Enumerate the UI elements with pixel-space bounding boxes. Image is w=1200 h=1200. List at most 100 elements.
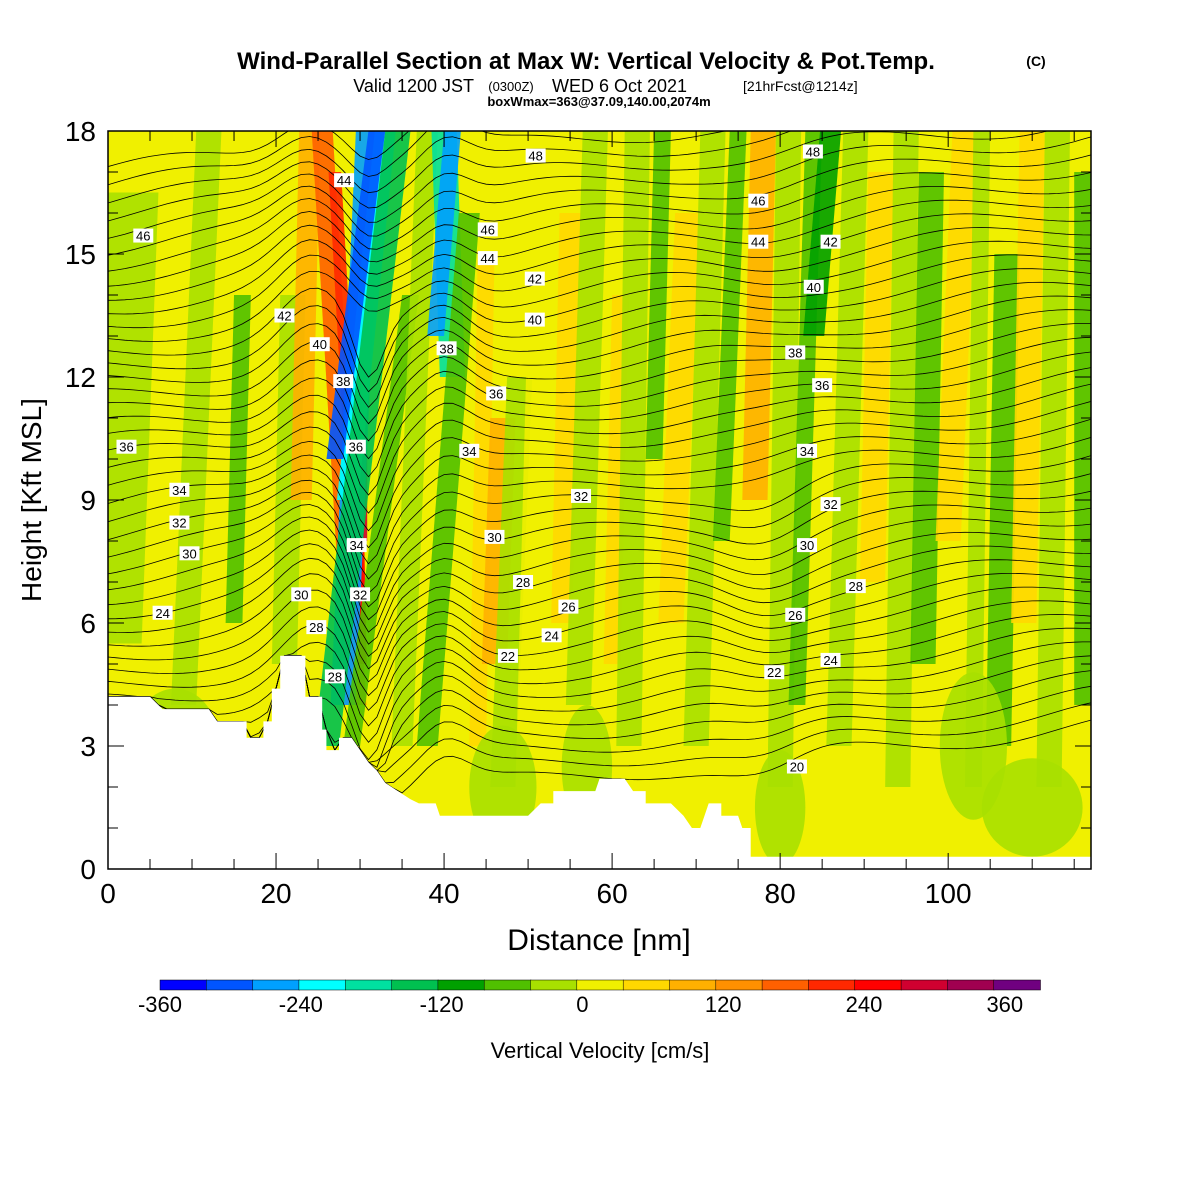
velocity-band (416, 213, 480, 746)
theta-contour (108, 351, 1091, 496)
contour-label-text: 34 (462, 444, 476, 459)
contour-label: 40 (803, 279, 824, 295)
valid-prefix: Valid 1200 JST (353, 76, 474, 96)
theta-contour (108, 518, 1091, 645)
velocity-band (171, 131, 222, 705)
velocity-band (935, 131, 978, 541)
contour-label-text: 32 (353, 587, 367, 602)
velocity-band (290, 131, 321, 500)
colorbar-tick-label: -360 (138, 992, 182, 1017)
x-tick-label: 80 (765, 878, 796, 909)
contour-label: 26 (558, 599, 579, 615)
contour-label: 34 (169, 482, 190, 498)
contour-label-text: 22 (767, 665, 781, 680)
contour-label: 38 (785, 345, 806, 360)
theta-contour (108, 186, 1091, 287)
theta-contour (108, 154, 1091, 256)
contour-label-text: 24 (823, 653, 837, 668)
contour-label-text: 46 (136, 229, 150, 244)
contour-label: 42 (820, 234, 841, 250)
velocity-band (469, 254, 495, 746)
contour-label-text: 34 (349, 538, 363, 553)
colorbar-swatch (576, 979, 624, 991)
theta-contour (108, 268, 1091, 393)
contour-label-text: 30 (294, 587, 308, 602)
y-tick-label: 12 (65, 362, 96, 393)
contour-label-text: 46 (481, 222, 495, 237)
colorbar-swatch (391, 979, 439, 991)
velocity-band (683, 131, 726, 746)
colorbar-swatch (715, 979, 763, 991)
theta-contour (108, 131, 727, 186)
velocity-band (1036, 131, 1070, 787)
contour-label: 22 (497, 648, 518, 664)
velocity-band (490, 377, 533, 787)
contour-label-text: 44 (481, 251, 495, 266)
velocity-band (1074, 172, 1091, 705)
contour-label: 24 (820, 652, 841, 668)
contour-label: 46 (133, 228, 154, 244)
contour-label: 44 (477, 251, 498, 266)
theta-contour (108, 323, 1091, 460)
contour-label-text: 34 (800, 444, 814, 459)
contour-label-text: 20 (790, 760, 804, 775)
velocity-band (391, 131, 438, 746)
contour-label-text: 40 (312, 337, 326, 352)
valid-zone: (0300Z) (488, 79, 534, 94)
contour-label: 48 (525, 148, 546, 164)
colorbar-swatch (437, 979, 485, 991)
colorbar-swatch (761, 979, 810, 991)
contour-label-text: 38 (439, 341, 453, 356)
colorbar-swatch (993, 979, 1041, 991)
forecast-info: [21hrFcst@1214z] (743, 78, 858, 94)
contour-label-text: 42 (528, 272, 542, 287)
theta-contour (108, 367, 1091, 514)
contour-label-text: 36 (489, 386, 503, 401)
contour-label-text: 34 (172, 483, 186, 498)
contour-label-text: 36 (119, 440, 133, 455)
y-tick-label: 18 (65, 116, 96, 147)
theta-contour (108, 437, 1091, 580)
colorbar-swatch (669, 979, 717, 991)
theta-contour (108, 531, 1091, 657)
theta-contour (108, 240, 1091, 342)
contour-label: 42 (524, 271, 545, 287)
terrain (108, 655, 1091, 869)
theta-contour (108, 131, 410, 167)
valid-date: WED 6 Oct 2021 (552, 76, 687, 96)
contour-label: 30 (797, 538, 818, 553)
velocity-band (565, 131, 608, 705)
colorbar-swatch (345, 979, 393, 991)
x-axis: 0 20 40 60 80 100 (100, 131, 1075, 909)
contour-label-text: 40 (807, 280, 821, 295)
colorbar-tick-label: 120 (705, 992, 742, 1017)
theta-contour (108, 309, 1091, 442)
theta-contour (108, 131, 793, 204)
y-tick-label: 3 (80, 731, 96, 762)
colorbar-swatch (483, 979, 532, 991)
contour-label-text: 26 (561, 600, 575, 615)
contour-label: 30 (484, 529, 505, 545)
contour-label-text: 48 (528, 149, 542, 164)
contour-label-text: 44 (751, 235, 765, 250)
contour-label: 28 (513, 575, 534, 590)
theta-contour (108, 254, 1091, 378)
x-tick-label: 20 (260, 878, 291, 909)
velocity-band (742, 131, 776, 500)
contour-label: 44 (334, 173, 355, 188)
x-axis-label: Distance [nm] (507, 924, 690, 957)
theta-contour (108, 418, 1091, 565)
theta-contour (108, 490, 1091, 621)
contour-label: 38 (333, 374, 354, 389)
theta-contour (108, 227, 1091, 329)
y-tick-label: 9 (80, 485, 96, 516)
contour-label-text: 28 (849, 579, 863, 594)
velocity-band (985, 254, 1020, 746)
theta-contour (108, 473, 1091, 608)
colorbar-swatch (206, 979, 254, 991)
contour-label: 30 (291, 587, 312, 602)
theta-contour (108, 545, 1091, 670)
contour-label: 34 (797, 443, 818, 459)
colorbar-tick-label: 360 (986, 992, 1023, 1017)
plot-area: 46 36 34 32 30 24 42 40 44 38 36 34 32 30 28 28 46 44 42 40… (108, 131, 1091, 869)
